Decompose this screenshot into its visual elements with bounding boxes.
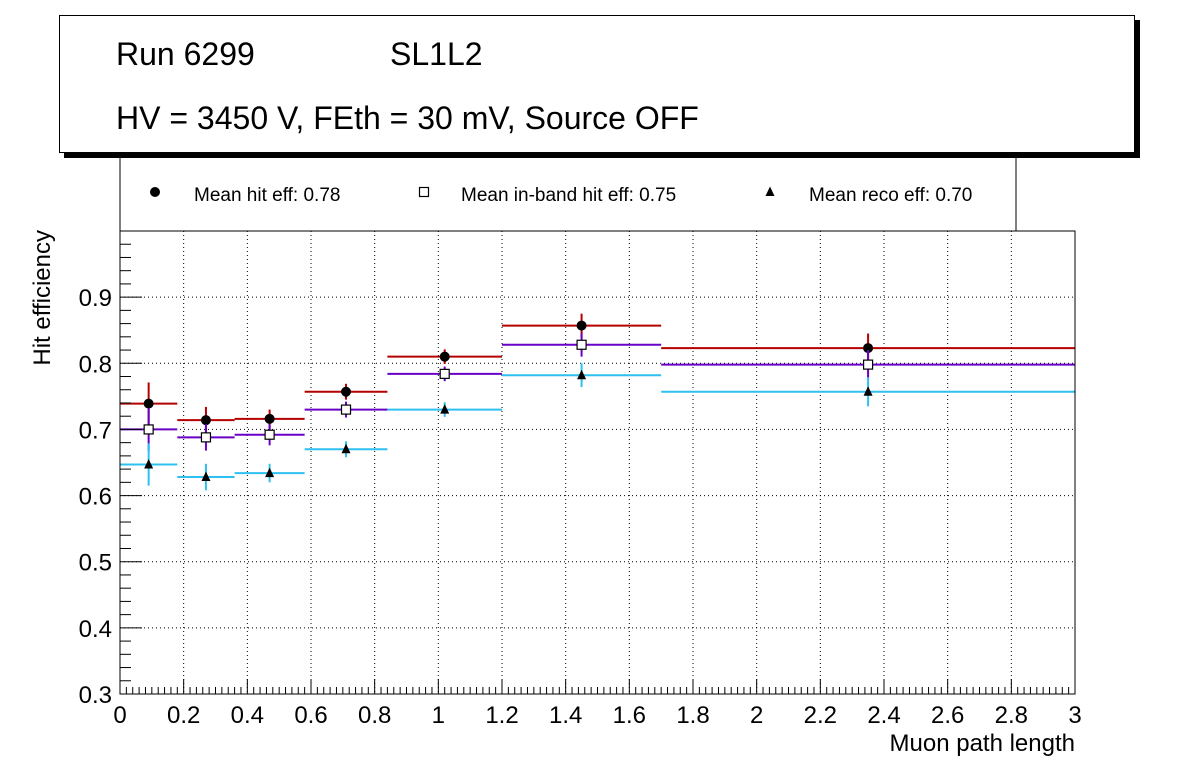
- x-tick-label: 1.2: [485, 702, 518, 729]
- layer-label: SL1L2: [390, 36, 483, 72]
- series-hit: [120, 313, 1075, 434]
- run-label: Run 6299: [116, 36, 255, 72]
- legend-marker-triangle: [765, 186, 775, 196]
- x-tick-label: 1.4: [549, 702, 582, 729]
- x-axis-title: Muon path length: [890, 730, 1075, 757]
- x-tick-label: 2.6: [931, 702, 964, 729]
- conditions-label: HV = 3450 V, FEth = 30 mV, Source OFF: [116, 100, 699, 136]
- x-tick-label: 1.6: [613, 702, 646, 729]
- x-tick-label: 1: [432, 702, 445, 729]
- legend-label-hit: Mean hit eff: 0.78: [194, 185, 340, 206]
- y-tick-label: 0.9: [79, 285, 112, 312]
- y-tick-label: 0.3: [79, 682, 112, 709]
- series-inband: [120, 332, 1075, 451]
- data-point-circle: [576, 320, 587, 331]
- data-point-open-square: [340, 404, 352, 415]
- x-tick-label: 0.8: [358, 702, 391, 729]
- x-tick-label: 1.8: [676, 702, 709, 729]
- legend-marker-open-square: [418, 186, 430, 198]
- x-tick-label: 2.8: [995, 702, 1028, 729]
- data-point-triangle: [440, 404, 450, 414]
- y-tick-label: 0.4: [79, 616, 112, 643]
- data-point-circle: [439, 351, 450, 362]
- data-point-open-square: [200, 432, 212, 443]
- data-point-open-square: [264, 429, 275, 440]
- legend-label-inband: Mean in-band hit eff: 0.75: [461, 185, 676, 206]
- y-axis-title: Hit efficiency: [29, 230, 56, 366]
- data-point-open-square: [576, 339, 587, 350]
- y-tick-label: 0.7: [79, 417, 112, 444]
- data-layer: [120, 313, 1075, 491]
- grid-layer: [120, 231, 1075, 694]
- data-point-circle: [264, 413, 275, 424]
- series-reco: [120, 363, 1075, 491]
- x-tick-label: 0: [113, 702, 126, 729]
- data-point-triangle: [265, 467, 275, 478]
- legend-label-reco: Mean reco eff: 0.70: [809, 185, 972, 206]
- data-point-open-square: [143, 424, 154, 435]
- x-tick-label: 2.2: [804, 702, 837, 729]
- legend-marker-circle: [150, 187, 160, 197]
- y-tick-label: 0.8: [79, 351, 112, 378]
- data-point-triangle: [863, 386, 873, 396]
- x-tick-label: 2: [750, 702, 763, 729]
- data-point-triangle: [577, 369, 587, 380]
- data-point-circle: [341, 386, 352, 397]
- plot-frame: [119, 230, 1076, 695]
- frame-layer: 0 0.2 0.4 0.6 0.8 1 1.2 1.4 1.6 1.8 2 2.2 2.4 2.6 2.8 3…: [79, 230, 1082, 729]
- data-point-circle: [143, 398, 154, 409]
- y-tick-label: 0.5: [79, 550, 112, 577]
- x-tick-label: 2.4: [867, 702, 900, 729]
- data-point-triangle: [201, 471, 211, 482]
- data-point-open-square: [439, 368, 450, 379]
- title-box: Run 6299 SL1L2 HV = 3450 V, FEth = 30 mV…: [59, 15, 1135, 153]
- data-point-circle: [200, 415, 211, 426]
- data-point-triangle: [144, 458, 154, 469]
- x-tick-label: 0.6: [294, 702, 327, 729]
- x-tick-label: 0.4: [231, 702, 264, 729]
- y-tick-label: 0.6: [79, 484, 112, 511]
- x-tick-label: 0.2: [167, 702, 200, 729]
- x-tick-label: 3: [1068, 702, 1081, 729]
- data-point-open-square: [862, 359, 874, 370]
- legend: Mean hit eff: 0.78 Mean in-band hit eff: …: [119, 157, 1017, 231]
- data-point-triangle: [341, 443, 351, 454]
